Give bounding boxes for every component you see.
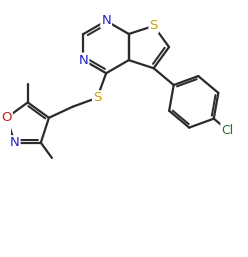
Text: S: S bbox=[150, 19, 158, 32]
Text: N: N bbox=[10, 136, 20, 149]
Text: Cl: Cl bbox=[221, 124, 234, 137]
Text: N: N bbox=[101, 14, 111, 27]
Text: S: S bbox=[93, 91, 101, 104]
Text: O: O bbox=[1, 111, 12, 124]
Text: N: N bbox=[79, 54, 88, 67]
